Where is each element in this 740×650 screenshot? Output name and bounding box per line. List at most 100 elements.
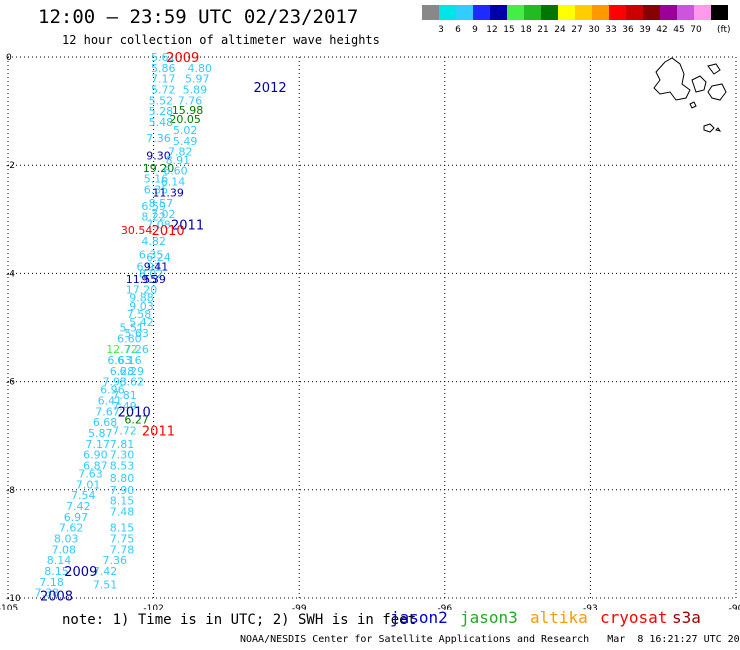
wave-height-value: 6.41 <box>98 395 123 408</box>
lon-tick-label: -102 <box>143 604 163 610</box>
wave-height-value: 5.28 <box>149 105 174 118</box>
wave-height-value: 5.87 <box>88 427 113 440</box>
wave-height-value: 7.62 <box>59 522 84 535</box>
satellite-jason3: jason3 <box>460 608 518 627</box>
wave-height-value: 7.42 <box>93 565 118 578</box>
wave-height-value: 8.15 <box>110 495 135 508</box>
lat-tick-label: -10 <box>6 594 21 604</box>
wave-height-value: 11.39 <box>152 186 184 199</box>
wave-height-value: 7.67 <box>95 405 120 418</box>
scale-label: 42 <box>656 25 667 35</box>
wave-height-value: 5.16 <box>144 173 169 186</box>
wave-height-value: 7.18 <box>39 576 64 589</box>
scale-swatch <box>439 5 456 20</box>
wave-height-value: 7.08 <box>52 543 77 556</box>
lat-tick-label: -4 <box>6 269 15 279</box>
track-time-label: 2009 <box>64 565 97 580</box>
wave-height-value: 6.91 <box>136 260 161 273</box>
wave-height-value: 15.98 <box>172 104 204 117</box>
wave-height-value: 6.96 <box>100 384 125 397</box>
scale-swatch <box>422 5 439 20</box>
wave-height-value: 7.36 <box>146 132 171 145</box>
scale-label: 45 <box>673 25 684 35</box>
lat-tick-label: -6 <box>6 378 15 388</box>
island-outline <box>707 63 721 75</box>
wave-height-value: 8.57 <box>149 197 174 210</box>
satellite-jason2: jason2 <box>390 608 448 627</box>
wave-height-value: 30.54 <box>121 224 153 237</box>
wave-height-value: 4.82 <box>141 235 166 248</box>
wave-height-value: 6.35 <box>144 184 169 197</box>
wave-height-value: 8.14 <box>47 554 72 567</box>
scale-label: 27 <box>571 25 582 35</box>
wave-height-value: 5.86 <box>151 62 176 75</box>
observations: 5.61 4.80 5.86 5.97 7.17 5.89 5.727.76 5.5215.9… <box>35 51 212 600</box>
scale-label: 30 <box>588 25 600 35</box>
scale-swatch <box>643 5 660 20</box>
wave-height-value: 20.05 <box>169 113 201 126</box>
scale-swatch <box>490 5 507 20</box>
wave-height-value: 7.78 <box>110 543 135 556</box>
scale-label: 12 <box>486 25 497 35</box>
wave-height-value: 7.02 <box>151 208 176 221</box>
wave-height-value: 5.63 <box>124 327 149 340</box>
wave-height-value: 7.30 <box>110 449 135 462</box>
scale-swatch <box>677 5 694 20</box>
scale-label: 24 <box>554 25 566 35</box>
island-outline <box>689 101 697 109</box>
wave-height-value: 7.01 <box>76 478 101 491</box>
scale-label: 21 <box>537 25 548 35</box>
map-subtitle: 12 hour collection of altimeter wave hei… <box>62 33 380 47</box>
scale-label: 15 <box>503 25 514 35</box>
lon-tick-label: -90 <box>729 604 740 610</box>
wave-height-value: 6.60 <box>117 332 142 345</box>
map-grid <box>7 56 737 599</box>
wave-height-value: 8.22 <box>141 211 166 224</box>
wave-height-value: 7.48 <box>110 505 135 518</box>
island-outline <box>715 127 722 132</box>
wave-height-value: 17.20 <box>126 284 158 297</box>
wave-height-value: 6.24 <box>146 251 171 264</box>
lon-tick-label: -93 <box>583 604 598 610</box>
wave-height-value: 5.61 <box>151 51 176 64</box>
track-time-label: 2008 <box>40 589 73 604</box>
wave-height-value: 7.72 <box>112 424 137 437</box>
wave-height-value: 6.35 <box>139 248 164 261</box>
wave-height-value: 7.81 <box>110 438 135 451</box>
lat-tick-label: -2 <box>6 161 15 171</box>
wave-height-value: 8.15 <box>44 565 69 578</box>
wave-height-value: 9.88 <box>129 292 154 305</box>
satellite-s3a: s3a <box>672 608 701 627</box>
wave-height-value: 6.68 <box>93 416 118 429</box>
wave-height-value: 12.72 <box>106 343 138 356</box>
scale-swatch <box>711 5 728 20</box>
scale-swatch <box>660 5 677 20</box>
wave-height-value: 9.39 <box>141 273 166 286</box>
wave-height-value: 7.17 <box>151 73 176 86</box>
wave-height-value: 7.17 <box>86 438 111 451</box>
track-time-label: 2010 <box>118 405 151 420</box>
wave-height-value: 8.53 <box>110 459 135 472</box>
wave-height-value: 5.89 <box>183 83 208 96</box>
wave-height-value: 5.52 <box>149 94 174 107</box>
scale-label: 18 <box>520 25 532 35</box>
map-title: 12:00 – 23:59 UTC 02/23/2017 <box>38 6 359 28</box>
wave-height-value: 7.82 <box>168 146 193 159</box>
scale-swatch <box>473 5 490 20</box>
scale-swatch <box>558 5 575 20</box>
wave-height-value: 6.59 <box>141 200 166 213</box>
wave-height-value: 9.30 <box>146 149 171 162</box>
wave-height-value: 5.97 <box>185 73 210 86</box>
wave-height-value: 8.62 <box>120 376 145 389</box>
wave-height-value: 5.49 <box>173 135 198 148</box>
wave-height-value: 9.41 <box>144 260 169 273</box>
wave-height-value: 7.58 <box>127 308 152 321</box>
wave-height-value: 6.90 <box>83 449 108 462</box>
wave-height-value: 5.42 <box>129 316 154 329</box>
scale-swatch <box>609 5 626 20</box>
color-scale: 3 6 9 12 15 18 21 24 27 30 33 36 39 42 45 70 (ft) <box>422 5 731 35</box>
footer-credit: NOAA/NESDIS Center for Satellite Applica… <box>240 634 740 645</box>
lon-tick-label: -99 <box>292 604 307 610</box>
scale-swatch <box>575 5 592 20</box>
wave-height-value: 7.49 <box>112 400 137 413</box>
